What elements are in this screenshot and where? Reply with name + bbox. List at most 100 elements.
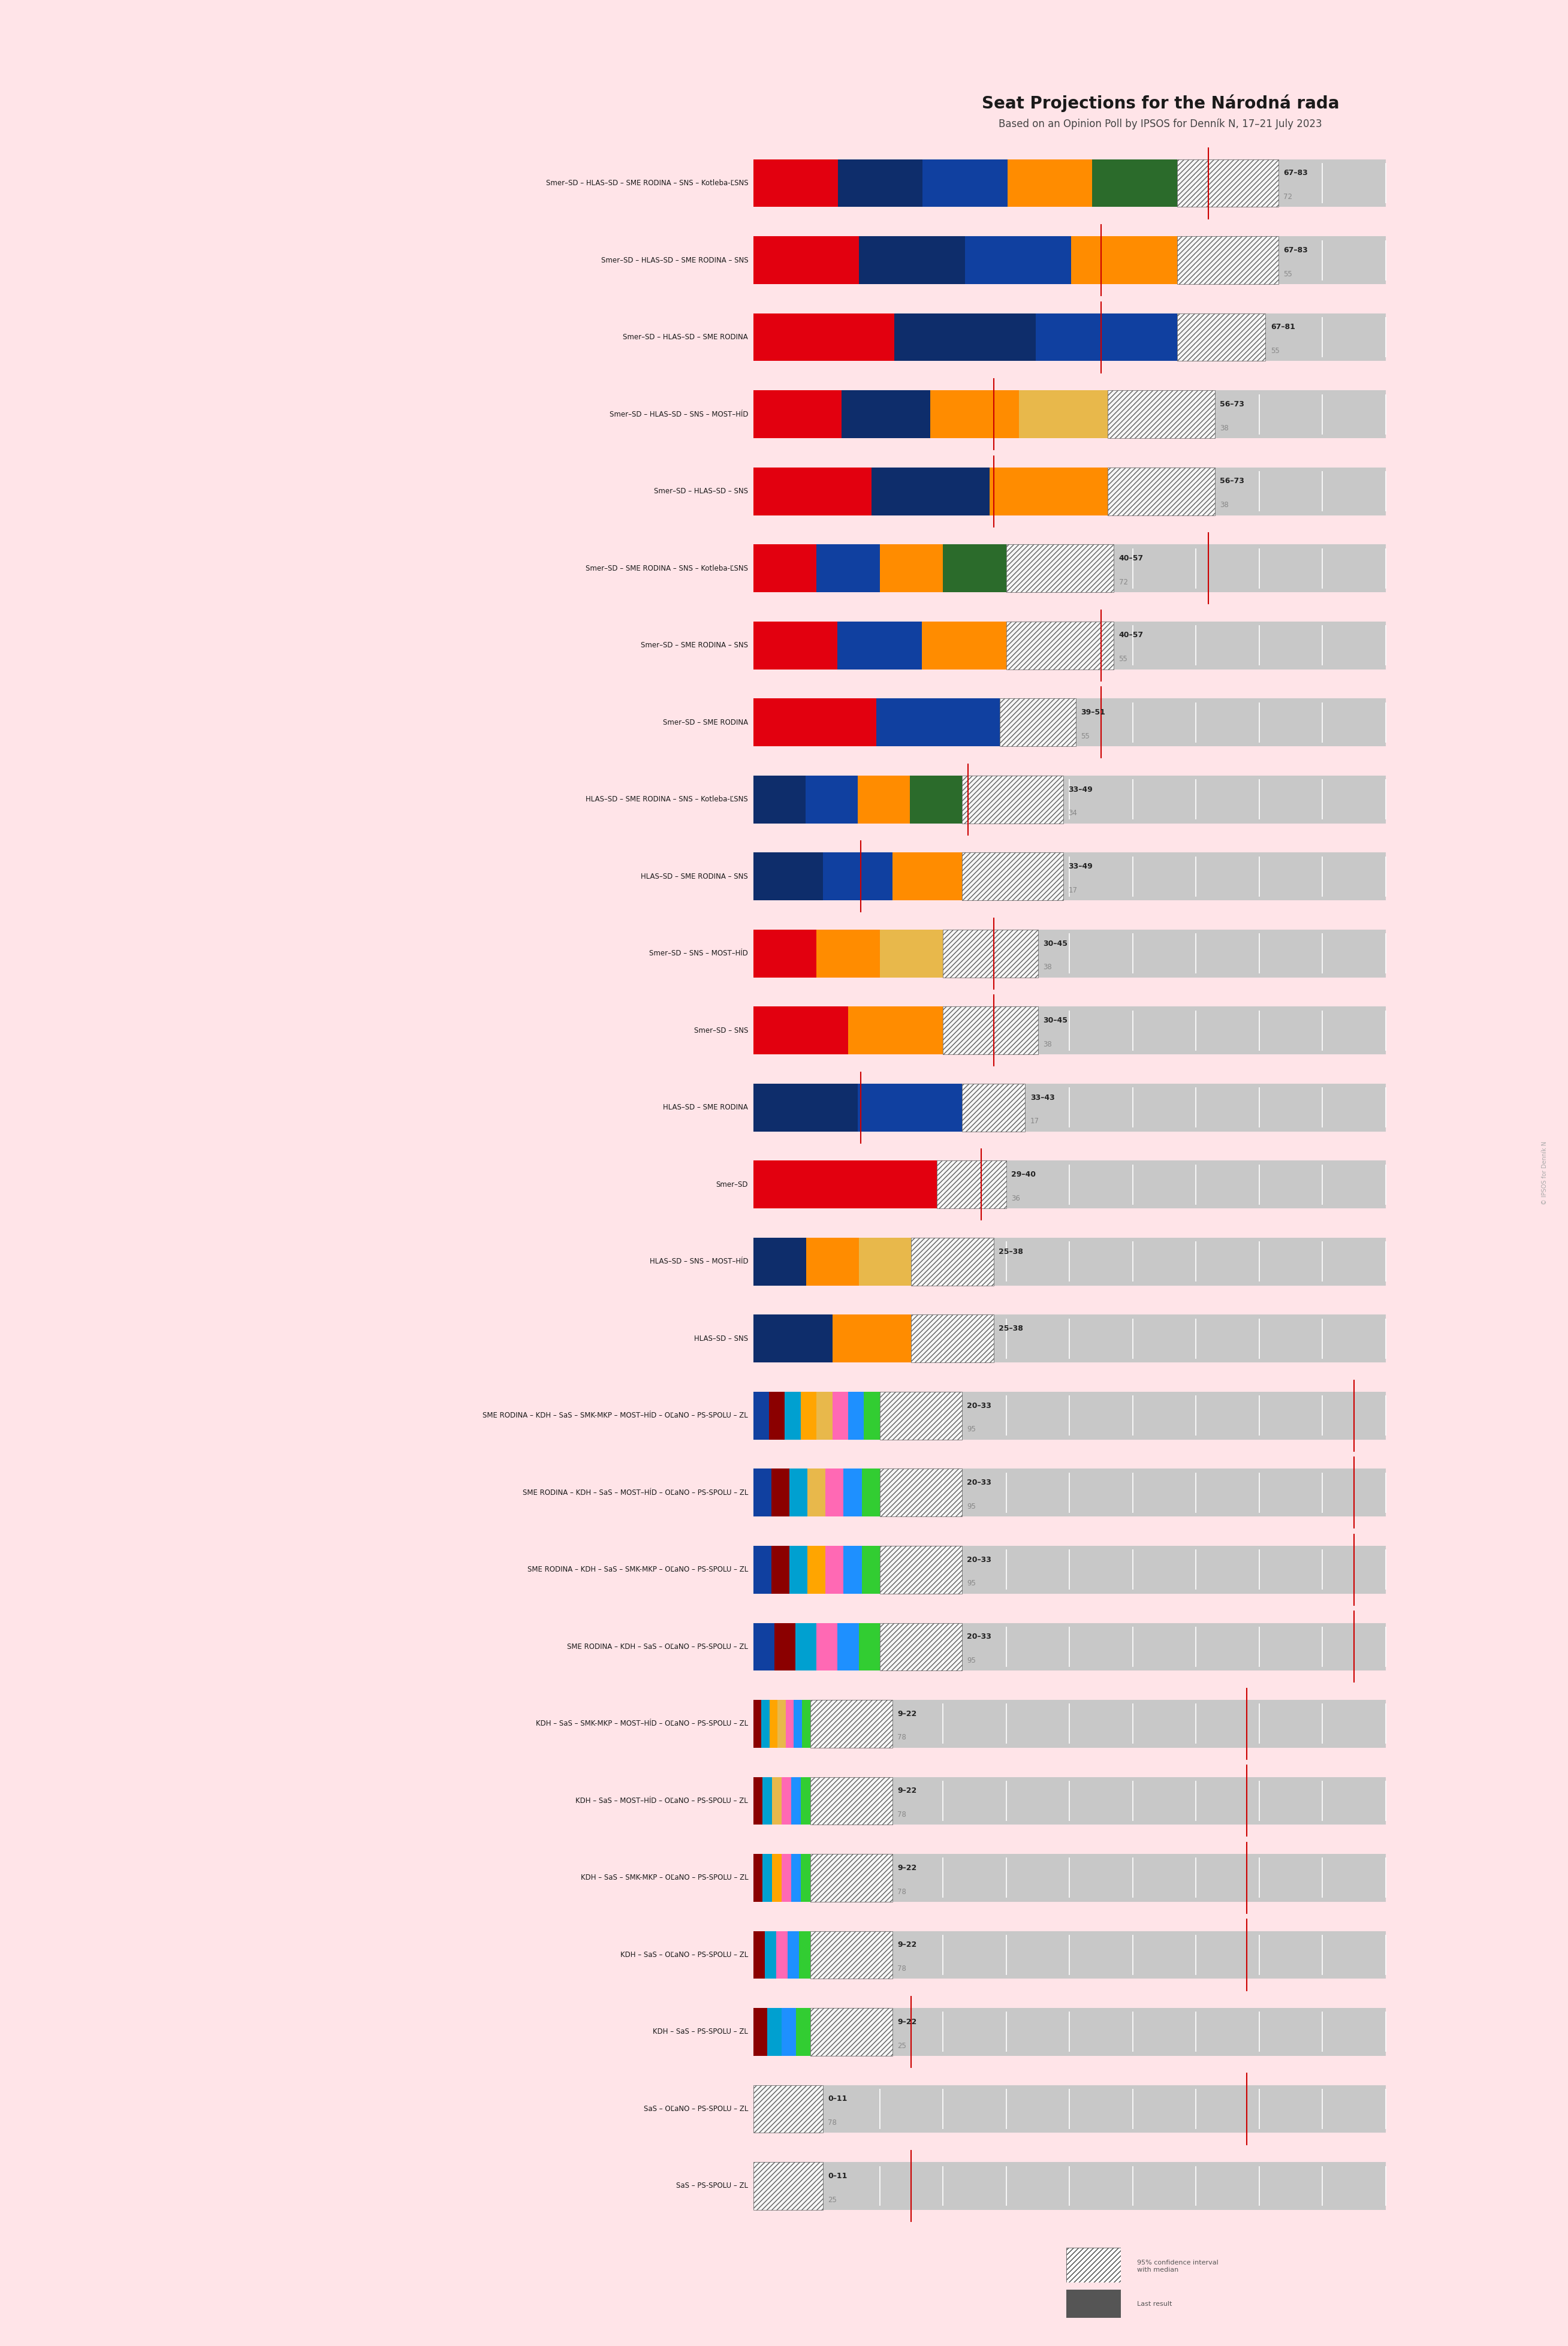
Bar <box>1107 389 1215 439</box>
Bar <box>753 2086 1386 2133</box>
Bar <box>753 1853 1386 1903</box>
Bar <box>753 544 817 591</box>
Bar <box>786 1701 793 1748</box>
Bar <box>942 929 1038 978</box>
Bar <box>753 2008 767 2055</box>
Bar <box>801 1391 817 1440</box>
Text: 25: 25 <box>828 2196 837 2203</box>
Text: 33–49: 33–49 <box>1068 786 1093 793</box>
Bar <box>801 1776 811 1825</box>
Bar <box>753 1006 1386 1053</box>
Bar <box>771 1546 789 1593</box>
Bar <box>753 1469 1386 1516</box>
Bar <box>753 1931 1386 1978</box>
Bar <box>753 1391 1386 1440</box>
Text: 78: 78 <box>897 1889 906 1896</box>
Bar <box>762 1701 770 1748</box>
Text: KDH – SaS – OĽaNO – PS-SPOLU – ZL: KDH – SaS – OĽaNO – PS-SPOLU – ZL <box>621 1952 748 1959</box>
Bar <box>848 1391 864 1440</box>
Text: 40–57: 40–57 <box>1120 554 1143 563</box>
Bar <box>776 1931 787 1978</box>
Text: 56–73: 56–73 <box>1220 401 1245 408</box>
Bar <box>765 1931 776 1978</box>
Text: 38: 38 <box>1220 425 1229 432</box>
Bar <box>825 1546 844 1593</box>
Bar <box>1036 314 1178 361</box>
Text: 36: 36 <box>1011 1194 1021 1201</box>
Bar <box>848 1006 942 1053</box>
Text: HLAS–SD – SME RODINA – SNS: HLAS–SD – SME RODINA – SNS <box>641 873 748 880</box>
Text: 0–11: 0–11 <box>828 2172 847 2179</box>
Bar <box>753 1314 833 1363</box>
Text: 0–11: 0–11 <box>828 2095 847 2102</box>
Bar <box>753 2163 823 2210</box>
Bar <box>753 1161 936 1208</box>
Text: KDH – SaS – MOST–HÍD – OĽaNO – PS-SPOLU – ZL: KDH – SaS – MOST–HÍD – OĽaNO – PS-SPOLU … <box>575 1797 748 1804</box>
Bar <box>753 1701 1386 1748</box>
Text: 20–33: 20–33 <box>967 1555 991 1562</box>
Text: © IPSOS for Denník N: © IPSOS for Denník N <box>1541 1140 1548 1206</box>
Text: 20–33: 20–33 <box>967 1401 991 1410</box>
Bar <box>792 1776 801 1825</box>
Bar <box>880 1623 961 1670</box>
Text: 38: 38 <box>1043 1042 1052 1049</box>
Text: 34: 34 <box>1068 809 1077 816</box>
Text: 95: 95 <box>967 1579 975 1588</box>
Bar <box>817 929 880 978</box>
Bar <box>789 1469 808 1516</box>
Bar <box>844 1546 862 1593</box>
Bar <box>811 1931 892 1978</box>
Bar <box>1008 160 1093 206</box>
Bar <box>753 1546 771 1593</box>
Text: 67–83: 67–83 <box>1283 169 1308 176</box>
Bar <box>798 1931 811 1978</box>
Bar <box>770 1701 778 1748</box>
Bar <box>922 160 1008 206</box>
Text: HLAS–SD – SNS – MOST–HÍD: HLAS–SD – SNS – MOST–HÍD <box>649 1257 748 1264</box>
Text: 78: 78 <box>897 1811 906 1818</box>
Text: 9–22: 9–22 <box>897 1865 917 1872</box>
Text: HLAS–SD – SNS: HLAS–SD – SNS <box>695 1335 748 1342</box>
Text: 20–33: 20–33 <box>967 1633 991 1640</box>
Bar <box>793 1701 801 1748</box>
Bar <box>1019 389 1107 439</box>
Bar <box>961 777 1063 823</box>
Bar <box>833 1391 848 1440</box>
Text: 95: 95 <box>967 1656 975 1663</box>
Bar <box>1071 237 1178 284</box>
Text: 72: 72 <box>1283 192 1292 202</box>
Bar <box>753 314 1386 361</box>
Text: 25–38: 25–38 <box>999 1325 1024 1333</box>
Text: Smer–SD – SME RODINA – SNS – Kotleba-ĽSNS: Smer–SD – SME RODINA – SNS – Kotleba-ĽSN… <box>586 565 748 572</box>
Bar <box>837 622 922 669</box>
Bar <box>753 1931 765 1978</box>
Bar <box>801 1853 811 1903</box>
Bar <box>811 1701 892 1748</box>
Bar <box>782 1853 792 1903</box>
Text: KDH – SaS – SMK-MKP – MOST–HÍD – OĽaNO – PS-SPOLU – ZL: KDH – SaS – SMK-MKP – MOST–HÍD – OĽaNO –… <box>536 1720 748 1727</box>
Bar <box>795 1623 817 1670</box>
Text: SME RODINA – KDH – SaS – OĽaNO – PS-SPOLU – ZL: SME RODINA – KDH – SaS – OĽaNO – PS-SPOL… <box>568 1642 748 1652</box>
Text: 78: 78 <box>897 1966 906 1973</box>
Text: Smer–SD – HLAS–SD – SNS: Smer–SD – HLAS–SD – SNS <box>654 488 748 495</box>
Text: 9–22: 9–22 <box>897 1940 917 1950</box>
Text: 95: 95 <box>967 1426 975 1433</box>
Bar <box>762 1853 771 1903</box>
Bar <box>753 467 872 516</box>
Text: 38: 38 <box>1043 964 1052 971</box>
Bar <box>753 1623 1386 1670</box>
Text: 95% confidence interval
with median: 95% confidence interval with median <box>1137 2259 1218 2273</box>
Bar <box>864 1391 880 1440</box>
Bar <box>753 1701 762 1748</box>
Bar <box>753 467 1386 516</box>
Bar <box>775 1623 795 1670</box>
Bar <box>753 1239 806 1286</box>
Text: 55: 55 <box>1270 347 1279 354</box>
Bar <box>753 1314 1386 1363</box>
Bar <box>911 1239 994 1286</box>
Bar <box>753 929 817 978</box>
Bar <box>842 389 930 439</box>
Text: 30–45: 30–45 <box>1043 1016 1068 1025</box>
Text: 56–73: 56–73 <box>1220 476 1245 486</box>
Text: 20–33: 20–33 <box>967 1478 991 1487</box>
